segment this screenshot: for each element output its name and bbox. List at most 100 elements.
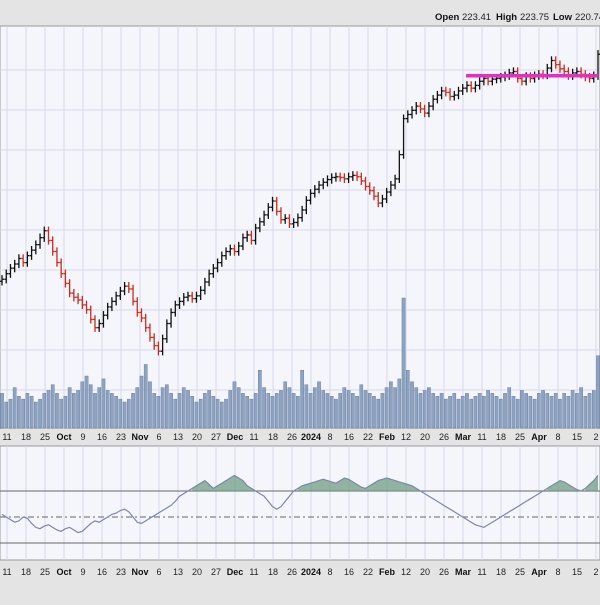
low-value: 220.74 — [575, 12, 600, 23]
ohlc-bar — [164, 319, 169, 343]
x-tick-label: 9 — [80, 432, 85, 442]
x-tick-label: 2 — [593, 567, 598, 577]
volume-bar — [101, 378, 106, 429]
ohlc-bar — [308, 189, 313, 205]
ohlc-bar — [359, 172, 364, 186]
volume-bar — [274, 393, 279, 429]
volume-bar — [439, 393, 444, 429]
x-tick-label: 26 — [287, 567, 297, 577]
volume-bar — [431, 393, 435, 429]
ohlc-bar — [211, 264, 216, 278]
volume-bar — [228, 390, 233, 429]
x-tick-label: Nov — [131, 432, 148, 442]
volume-bar — [359, 384, 364, 429]
ohlc-bar — [477, 77, 482, 90]
ohlc-bar — [25, 251, 30, 267]
ohlc-bar — [431, 95, 436, 111]
x-tick-label: 2024 — [301, 432, 321, 442]
ohlc-bar — [122, 282, 127, 296]
volume-bar — [553, 393, 558, 429]
volume-bar — [110, 393, 114, 429]
volume-bar — [17, 396, 21, 429]
x-tick-label: Oct — [56, 432, 71, 442]
volume-bar — [351, 393, 355, 429]
x-tick-label: Apr — [531, 567, 547, 577]
ohlc-bar — [249, 230, 254, 245]
volume-bar — [152, 393, 156, 429]
volume-bar — [520, 390, 524, 429]
volume-bar — [25, 393, 30, 429]
volume-bar — [558, 398, 562, 429]
ohlc-bar — [33, 240, 38, 255]
volume-bar — [38, 398, 42, 429]
volume-bar — [591, 390, 596, 429]
ohlc-bar — [452, 90, 457, 101]
ohlc-bar — [215, 258, 220, 273]
volume-bar — [528, 396, 533, 429]
volume-bar — [59, 398, 63, 429]
volume-bar — [249, 398, 254, 429]
x-tick-label: 16 — [344, 567, 354, 577]
ohlc-bar — [469, 81, 474, 93]
ohlc-bar — [105, 302, 110, 320]
open-label: Open — [435, 12, 459, 23]
indicator-series — [1, 474, 599, 534]
ohlc-bar — [143, 313, 148, 332]
volume-bar — [460, 396, 465, 429]
x-axis-ticks-bottom: 11 18 25 Oct 9 16 23 Nov 6 13 20 27 Dec 11 18 26 2024 8 16… — [2, 567, 598, 577]
volume-bar — [570, 390, 575, 429]
ohlc-bar — [84, 300, 89, 314]
ohlc-bar — [418, 102, 423, 114]
volume-bar — [34, 401, 38, 429]
x-tick-label: 25 — [515, 567, 525, 577]
volume-bar — [549, 396, 554, 429]
x-tick-label: 20 — [192, 567, 202, 577]
ohlc-bar — [333, 172, 338, 182]
volume-bar — [334, 398, 338, 429]
volume-bar — [401, 297, 406, 429]
volume-bar — [266, 393, 271, 429]
volume-bar — [169, 393, 173, 429]
ohlc-bar — [245, 230, 250, 242]
x-tick-label: 23 — [116, 432, 126, 442]
volume-bar — [127, 398, 131, 429]
ohlc-bar — [16, 254, 21, 269]
volume-bar — [29, 396, 34, 429]
volume-bar — [537, 393, 541, 429]
x-tick-label: 2024 — [301, 567, 321, 577]
volume-bar — [372, 396, 376, 429]
volume-bar — [143, 364, 148, 429]
price-axis-strip — [0, 429, 600, 444]
ohlc-bar — [557, 60, 562, 73]
indicator-panel — [0, 445, 600, 561]
ohlc-bar — [92, 315, 97, 332]
volume-bar — [224, 398, 228, 429]
x-tick-label: 16 — [97, 432, 107, 442]
volume-bar — [317, 381, 321, 429]
volume-bar — [122, 401, 127, 429]
ohlc-bar — [317, 180, 322, 194]
volume-bar — [393, 387, 397, 429]
high-label: High — [496, 12, 517, 23]
x-tick-label: 25 — [40, 567, 50, 577]
volume-bar — [139, 375, 144, 429]
ohlc-bar — [88, 305, 93, 324]
x-tick-label: 15 — [572, 432, 582, 442]
volume-bar — [207, 390, 211, 429]
ohlc-bar — [291, 218, 296, 228]
volume-bar — [258, 370, 262, 429]
ohlc-bar — [198, 286, 203, 300]
volume-bar — [312, 387, 317, 429]
volume-bar — [397, 378, 402, 429]
x-tick-label: Dec — [227, 432, 244, 442]
x-tick-label: Apr — [531, 432, 547, 442]
volume-bar — [410, 381, 414, 429]
ohlc-bars — [0, 50, 600, 356]
volume-bar — [181, 387, 186, 429]
x-tick-label: 18 — [496, 567, 506, 577]
ohlc-bar — [426, 102, 431, 118]
volume-bar — [448, 396, 452, 429]
volume-bar — [194, 401, 199, 429]
volume-bar — [321, 390, 326, 429]
ohlc-bar — [46, 226, 51, 245]
